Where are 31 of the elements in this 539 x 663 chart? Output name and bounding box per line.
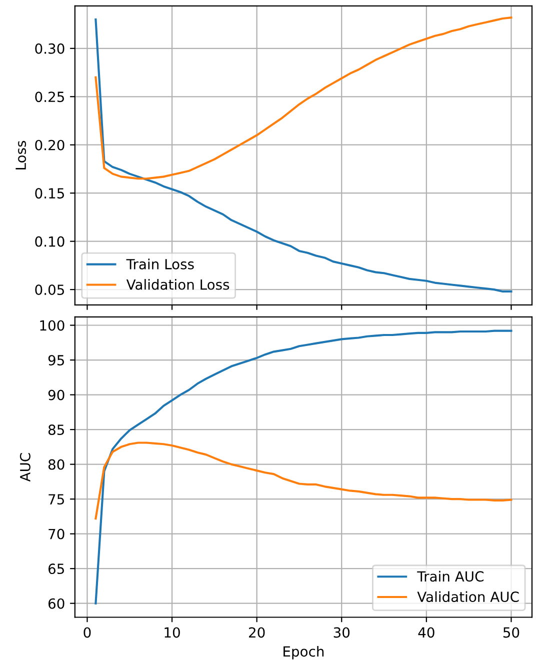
y-tick-label: 95 [48, 354, 64, 366]
y-tick-label: 0.30 [35, 43, 64, 54]
x-tick-label: 50 [503, 627, 520, 638]
x-tick-label: 0 [84, 627, 91, 638]
line-series [94, 18, 512, 293]
y-tick-label: 85 [48, 424, 64, 436]
legend-label: Train AUC [417, 570, 484, 582]
y-tick-label: 0.05 [35, 284, 64, 296]
line-series [94, 16, 512, 180]
y-tick-label: 0.10 [35, 236, 64, 247]
y-tick-label: 100 [40, 320, 64, 331]
y-axis-title: Loss [16, 140, 26, 170]
y-tick-label: 65 [48, 564, 64, 574]
y-tick-label: 0.20 [35, 140, 64, 150]
line-series [94, 442, 512, 520]
x-tick-label: 10 [164, 627, 180, 638]
y-axis-title: AUC [20, 453, 30, 482]
y-tick-label: 75 [48, 494, 64, 505]
legend-label: Validation AUC [417, 591, 519, 602]
x-tick-label: 20 [249, 627, 265, 638]
y-tick-label: 90 [48, 390, 64, 400]
x-axis-title: Epoch [284, 646, 324, 660]
legend-label: Validation Loss [126, 279, 230, 290]
y-tick-label: 80 [48, 459, 64, 470]
y-tick-label: 70 [48, 528, 64, 540]
y-tick-label: 0.25 [35, 92, 64, 102]
y-tick-label: 0.15 [35, 188, 64, 199]
x-tick-label: 40 [418, 627, 434, 638]
legend-label: Train Loss [126, 258, 194, 270]
x-tick-label: 30 [334, 627, 350, 638]
y-tick-label: 60 [48, 598, 64, 609]
